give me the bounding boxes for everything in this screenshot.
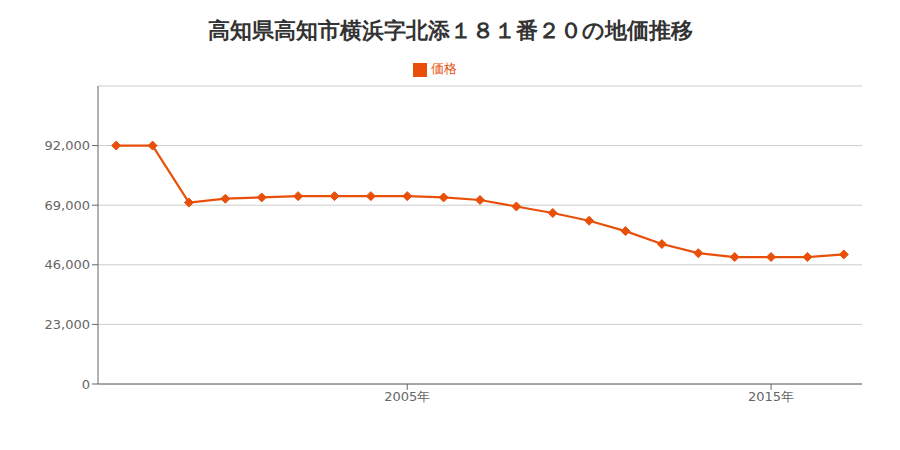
html-text:高知県高知市横浜字北添１８１番２０の地価推移: 高知県高知市横浜字北添１８１番２０の地価推移 <box>207 18 693 43</box>
svg-text:0: 0 <box>82 377 90 392</box>
svg-text:92,000: 92,000 <box>45 138 91 153</box>
svg-text:23,000: 23,000 <box>45 317 91 332</box>
svg-text:2005年: 2005年 <box>384 389 430 404</box>
svg-text:46,000: 46,000 <box>45 257 91 272</box>
svg-text:69,000: 69,000 <box>45 198 91 213</box>
html-text:価格: 価格 <box>431 61 457 76</box>
svg-text:2015年: 2015年 <box>748 389 794 404</box>
